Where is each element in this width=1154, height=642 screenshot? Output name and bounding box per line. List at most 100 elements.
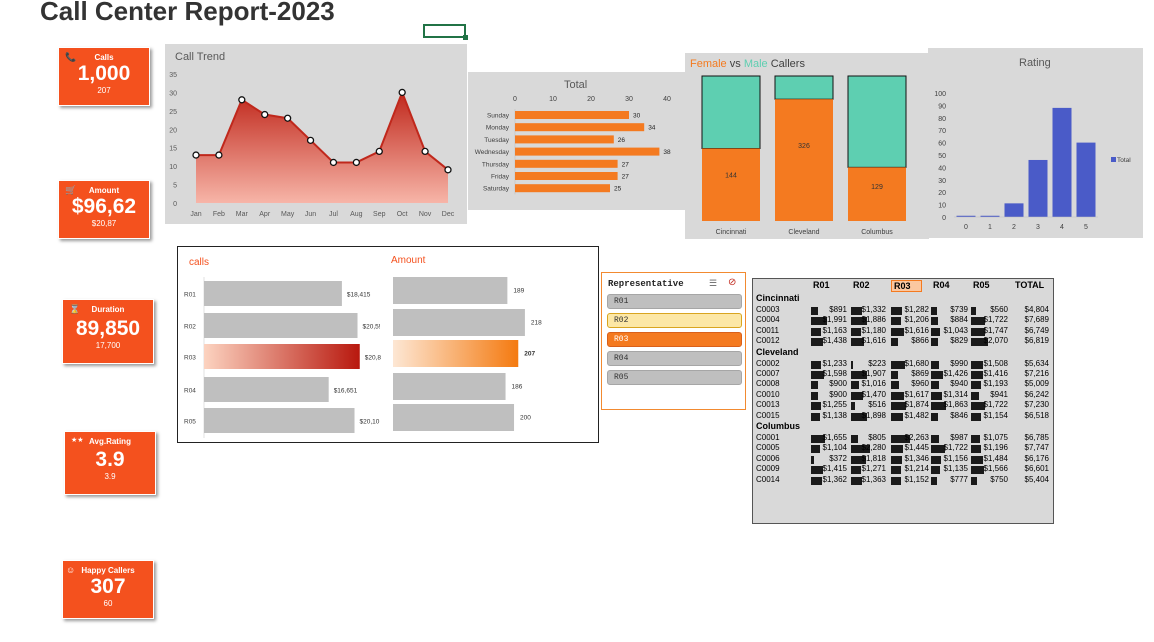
data-bar xyxy=(851,445,870,454)
pivot-cell: $1,214 xyxy=(904,464,929,474)
data-bar xyxy=(851,412,867,421)
bar xyxy=(515,147,660,156)
pivot-cell: $2,280 xyxy=(861,443,886,453)
pivot-cell: $1,416 xyxy=(983,369,1008,378)
pivot-cell: $1,271 xyxy=(861,464,886,474)
pivot-cell: $1,282 xyxy=(904,305,929,314)
data-bar xyxy=(851,338,865,347)
pivot-cell: $1,484 xyxy=(983,453,1008,463)
kpi-card-duration[interactable]: ⌛ Duration 89,850 17,700 xyxy=(62,299,154,364)
pivot-row-label: C0010 xyxy=(756,389,780,399)
data-bar xyxy=(851,371,867,379)
pivot-cell: $1,874 xyxy=(904,400,929,410)
data-bar xyxy=(891,307,902,315)
x-tick-label: 1 xyxy=(988,224,992,231)
y-tick-label: 20 xyxy=(938,190,946,197)
data-bar xyxy=(851,476,863,485)
pivot-group-row[interactable]: Cincinnati xyxy=(756,293,800,303)
pivot-cell: $372 xyxy=(829,453,847,463)
pivot-cell: $1,154 xyxy=(983,410,1008,420)
pivot-cell: $1,156 xyxy=(943,453,968,463)
legend-label: Total xyxy=(1117,157,1131,164)
data-bar xyxy=(891,371,899,379)
data-bar xyxy=(891,476,901,485)
data-bar xyxy=(971,466,984,475)
pivot-column-header[interactable]: TOTAL xyxy=(1015,280,1045,290)
bar xyxy=(393,309,525,336)
pivot-data-row: C0004 $1,991 $1,886 $1,206 $884 $1,722 $7,689 xyxy=(753,315,1054,326)
kpi-card-amount[interactable]: 🛒 Amount $96,62 $20,87 xyxy=(58,180,150,239)
data-bar xyxy=(931,381,939,390)
data-bar xyxy=(851,391,864,400)
slicer-item-r03[interactable]: R03 xyxy=(607,332,742,347)
pivot-group-row[interactable]: Columbus xyxy=(756,421,800,431)
kpi-card-happy-callers[interactable]: ☺ Happy Callers 307 60 xyxy=(62,560,154,619)
pivot-cell: $960 xyxy=(911,379,929,389)
data-label: 129 xyxy=(871,184,883,191)
data-bar xyxy=(931,476,938,485)
pivot-column-header[interactable]: R02 xyxy=(853,280,870,290)
pivot-column-header[interactable]: R03 xyxy=(891,280,922,292)
gender-callers-chart[interactable]: Female vs Male Callers 144 Cincinnati 326 C… xyxy=(685,53,929,239)
data-label: $18,415 xyxy=(347,292,371,299)
y-tick-label: 5 xyxy=(173,183,177,190)
data-bar xyxy=(971,317,986,326)
bar xyxy=(515,184,610,193)
active-cell-selector[interactable] xyxy=(423,24,468,40)
pivot-cell: $1,016 xyxy=(861,379,886,389)
total-by-day-chart[interactable]: Total 0 10 20 30 40 Sunday 30 Monday 34 Tuesday 26… xyxy=(468,72,686,210)
x-tick-label: Mar xyxy=(236,211,249,218)
clear-filter-icon[interactable]: ⊘ xyxy=(728,277,737,288)
pivot-cell: $1,722 xyxy=(983,315,1008,325)
data-label: 26 xyxy=(618,137,626,144)
data-bar xyxy=(971,307,976,315)
data-bar xyxy=(851,435,858,443)
y-tick-label: 15 xyxy=(169,146,177,153)
x-tick-label: Apr xyxy=(259,211,271,218)
slicer-item-r04[interactable]: R04 xyxy=(607,351,742,366)
pivot-cell: $1,255 xyxy=(822,400,847,410)
trend-point xyxy=(421,147,429,156)
kpi-value: 1,000 xyxy=(77,62,131,85)
representative-charts[interactable]: calls Amount R01 $18,415 R02 $20,5! R03 $20,8… xyxy=(177,246,599,443)
data-bar xyxy=(811,360,822,369)
pivot-column-header[interactable]: R04 xyxy=(933,280,950,290)
pivot-column-header[interactable]: R05 xyxy=(973,280,990,290)
pivot-column-header[interactable]: R01 xyxy=(813,280,830,290)
pivot-row-label: C0008 xyxy=(756,379,780,389)
x-tick-label: Jul xyxy=(329,211,338,218)
slicer-item-r05[interactable]: R05 xyxy=(607,370,742,385)
data-bar xyxy=(891,466,902,475)
slicer-item-r02[interactable]: R02 xyxy=(607,313,742,328)
multi-select-icon[interactable]: ☰ xyxy=(709,278,718,288)
data-bar xyxy=(931,412,938,421)
representative-slicer[interactable]: Representative ☰ ⊘ R01 R02 R03 R04 R05 xyxy=(601,272,746,410)
male-segment xyxy=(701,75,761,149)
pivot-data-row: C0013 $1,255 $516 $1,874 $1,863 $1,722 $7,230 xyxy=(753,400,1054,411)
y-tick-label: 30 xyxy=(938,178,946,185)
trend-point xyxy=(329,158,338,167)
y-tick-label: 60 xyxy=(938,141,946,148)
y-tick-label: 10 xyxy=(169,164,177,171)
y-tick-label: 35 xyxy=(169,72,177,79)
bar xyxy=(1028,159,1048,217)
x-tick-label: 3 xyxy=(1036,224,1040,231)
rating-chart[interactable]: Rating 0 10 20 30 40 50 60 70 80 90 100 0 1 2 3 4 5 Total xyxy=(928,48,1143,238)
data-bar xyxy=(971,371,983,379)
data-bar xyxy=(931,327,940,336)
pivot-group-row[interactable]: Cleveland xyxy=(756,346,799,357)
data-bar xyxy=(811,371,825,379)
slicer-item-r01[interactable]: R01 xyxy=(607,294,742,309)
pivot-cell: $900 xyxy=(829,389,847,399)
x-tick-label: 4 xyxy=(1060,224,1064,231)
call-trend-chart[interactable]: Call Trend 0 5 10 15 20 25 30 35 Jan Feb Mar Apr May… xyxy=(165,44,467,224)
kpi-card-calls[interactable]: 📞 Calls 1,000 207 xyxy=(58,47,150,106)
trend-point xyxy=(238,96,246,104)
data-bar xyxy=(851,455,867,464)
kpi-card-rating[interactable]: ★★ Avg.Rating 3.9 3.9 xyxy=(64,431,156,495)
pivot-cell: $1,863 xyxy=(943,400,968,410)
x-tick-label: 30 xyxy=(625,96,633,103)
data-label: 25 xyxy=(614,186,622,193)
bar xyxy=(515,123,645,132)
pivot-data-row: C0002 $1,233 $223 $1,680 $990 $1,508 $5,634 xyxy=(753,359,1054,370)
